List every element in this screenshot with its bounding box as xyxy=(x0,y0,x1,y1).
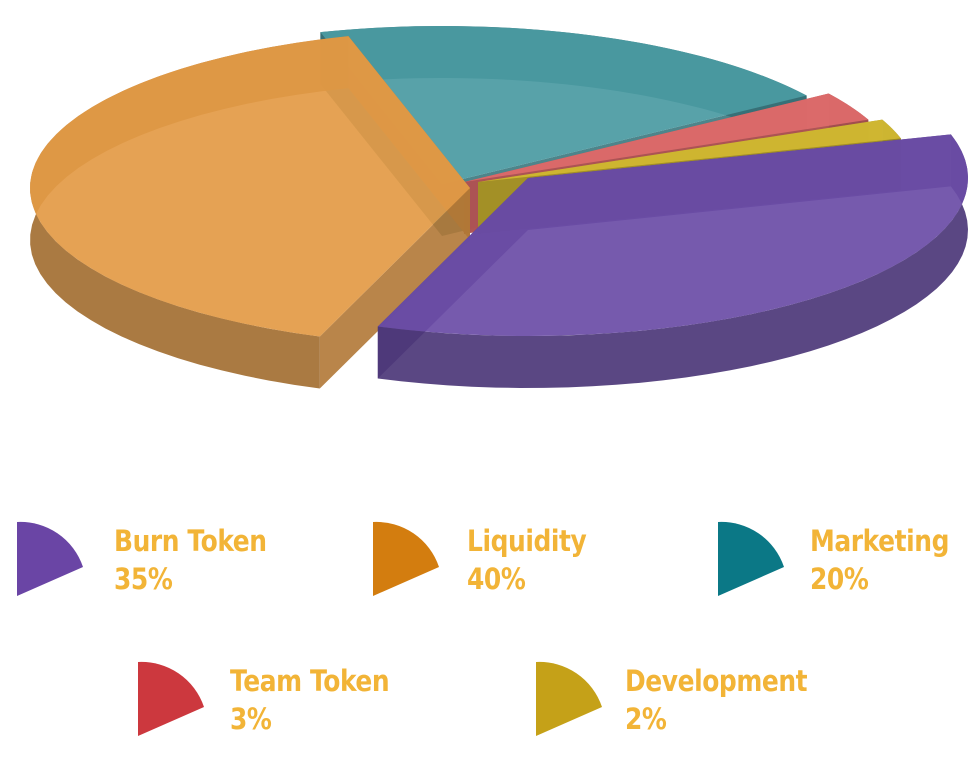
pie-slice-liquidity xyxy=(29,36,470,389)
legend-swatch-burn-token xyxy=(17,521,83,596)
legend-label-burn-token: Burn Token xyxy=(114,524,267,558)
legend-label-development: Development xyxy=(625,664,808,698)
legend-swatch-development xyxy=(536,661,602,736)
legend-value-team-token: 3% xyxy=(230,702,272,736)
legend-label-liquidity: Liquidity xyxy=(467,524,587,558)
legend-label-marketing: Marketing xyxy=(810,524,949,558)
pie-slice-burn-token xyxy=(377,134,968,388)
pie-chart xyxy=(29,26,968,389)
legend-value-development: 2% xyxy=(625,702,667,736)
legend-value-liquidity: 40% xyxy=(467,562,526,596)
legend-swatch-liquidity xyxy=(373,521,439,596)
legend-value-marketing: 20% xyxy=(810,562,869,596)
legend-label-team-token: Team Token xyxy=(230,664,390,698)
legend-swatch-marketing xyxy=(718,521,784,596)
legend-value-burn-token: 35% xyxy=(114,562,173,596)
legend-swatch-team-token xyxy=(138,661,204,736)
